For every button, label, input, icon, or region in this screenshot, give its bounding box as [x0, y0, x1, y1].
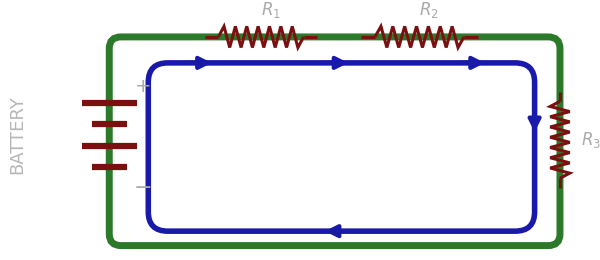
Text: $R_1$: $R_1$: [261, 0, 281, 20]
Text: $R_2$: $R_2$: [419, 0, 439, 20]
Text: +: +: [135, 77, 152, 96]
Text: $R_3$: $R_3$: [581, 130, 600, 150]
Text: −: −: [134, 178, 153, 198]
Text: BATTERY: BATTERY: [8, 96, 26, 174]
